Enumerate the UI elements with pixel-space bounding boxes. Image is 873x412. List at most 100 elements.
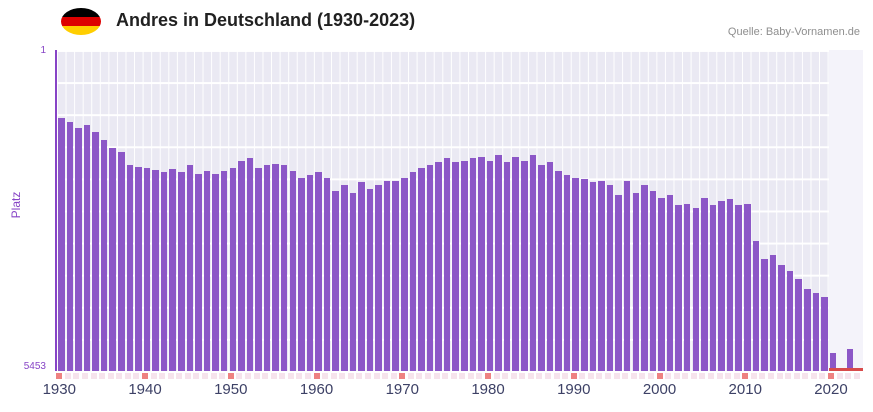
bar-1996[interactable] [623, 181, 631, 371]
bar-1973[interactable] [426, 165, 434, 371]
bar-1995[interactable] [615, 195, 622, 371]
bar-1990[interactable] [572, 178, 579, 371]
bar-1936[interactable] [109, 148, 116, 371]
bar-2010[interactable] [743, 203, 751, 371]
bar-1961[interactable] [323, 178, 331, 371]
bar-1971[interactable] [409, 172, 417, 371]
bar-2011[interactable] [752, 240, 760, 371]
bar-1934[interactable] [92, 132, 99, 371]
bar-1939[interactable] [135, 167, 142, 371]
bar-1976[interactable] [452, 162, 459, 371]
bar-1957[interactable] [289, 170, 297, 371]
bar-1986[interactable] [538, 165, 545, 371]
bar-1945[interactable] [186, 165, 194, 371]
bar-2009[interactable] [735, 205, 742, 371]
bar-2012[interactable] [761, 258, 768, 371]
bar-1969[interactable] [392, 181, 399, 371]
bar-1944[interactable] [178, 172, 185, 371]
bar-2003[interactable] [683, 203, 691, 371]
bar-1974[interactable] [435, 162, 442, 371]
bar-1981[interactable] [495, 155, 502, 371]
bar-1959[interactable] [306, 175, 314, 371]
bar-1942[interactable] [160, 172, 168, 371]
bar-1956[interactable] [280, 165, 288, 371]
bar-1979[interactable] [478, 157, 485, 371]
bar-1998[interactable] [641, 185, 648, 371]
bar-1988[interactable] [555, 171, 562, 371]
bar-2000[interactable] [658, 198, 665, 371]
bar-1968[interactable] [383, 180, 391, 371]
bar-2002[interactable] [675, 205, 682, 371]
bar-2005[interactable] [701, 197, 708, 371]
bar-1989[interactable] [563, 175, 571, 371]
bar-2015[interactable] [786, 270, 794, 371]
bar-2014[interactable] [778, 265, 785, 371]
bar-1977[interactable] [461, 160, 468, 371]
flag-stripe-red [61, 17, 101, 26]
bar-1983[interactable] [512, 157, 519, 371]
bar-1975[interactable] [443, 158, 451, 371]
bar-1941[interactable] [152, 170, 159, 371]
bar-2020[interactable] [829, 353, 837, 371]
bar-1947[interactable] [203, 171, 211, 371]
year-tick-1999 [647, 373, 654, 379]
bar-1980[interactable] [486, 160, 494, 371]
bar-1978[interactable] [469, 158, 477, 371]
bar-2013[interactable] [769, 255, 777, 371]
bar-1938[interactable] [126, 165, 134, 371]
bar-1970[interactable] [401, 178, 408, 371]
bar-2008[interactable] [726, 198, 734, 371]
year-tick-1987 [545, 373, 552, 379]
bar-1967[interactable] [375, 185, 382, 371]
year-tick-1984 [519, 373, 526, 379]
bar-2004[interactable] [692, 208, 700, 371]
bar-1952[interactable] [246, 158, 254, 371]
bar-1972[interactable] [418, 168, 425, 371]
bar-1997[interactable] [632, 193, 640, 371]
bar-2006[interactable] [709, 205, 717, 371]
bar-1950[interactable] [229, 168, 237, 371]
bar-1992[interactable] [589, 182, 597, 371]
bar-1963[interactable] [340, 185, 348, 371]
bar-2017[interactable] [804, 288, 811, 371]
bar-1964[interactable] [349, 193, 357, 371]
bar-2007[interactable] [718, 200, 725, 371]
bar-1960[interactable] [315, 172, 322, 371]
bar-1993[interactable] [598, 180, 605, 371]
plot-area[interactable] [55, 50, 863, 371]
bar-1999[interactable] [649, 190, 657, 371]
bar-1954[interactable] [263, 165, 271, 371]
bar-1943[interactable] [169, 169, 176, 371]
bar-1962[interactable] [332, 190, 339, 371]
bar-1933[interactable] [83, 125, 91, 371]
bar-1991[interactable] [581, 178, 588, 371]
bar-1994[interactable] [606, 185, 614, 371]
bar-2018[interactable] [812, 293, 820, 371]
bar-2016[interactable] [795, 278, 802, 371]
year-tick-2008 [725, 373, 732, 379]
bar-1935[interactable] [100, 140, 108, 371]
year-tick-1977 [459, 373, 466, 379]
bar-1930[interactable] [58, 118, 65, 371]
bar-1985[interactable] [529, 155, 537, 371]
bar-1949[interactable] [220, 170, 228, 371]
bar-1984[interactable] [521, 160, 528, 371]
bar-1965[interactable] [358, 182, 365, 371]
bar-1948[interactable] [212, 174, 219, 371]
bar-1955[interactable] [272, 163, 279, 371]
bar-1931[interactable] [66, 122, 74, 371]
bar-1966[interactable] [366, 188, 374, 371]
bar-1932[interactable] [75, 128, 82, 371]
bar-2019[interactable] [821, 296, 828, 371]
bar-1940[interactable] [143, 168, 151, 371]
year-tick-1958 [296, 373, 303, 379]
bar-1987[interactable] [546, 162, 554, 371]
bar-1946[interactable] [195, 174, 202, 371]
bar-1953[interactable] [255, 168, 262, 371]
bar-1982[interactable] [503, 162, 511, 371]
bar-1951[interactable] [238, 160, 245, 371]
bar-1958[interactable] [298, 178, 305, 371]
bar-2022[interactable] [846, 349, 854, 371]
bar-2001[interactable] [666, 195, 674, 371]
bar-1937[interactable] [118, 152, 125, 371]
